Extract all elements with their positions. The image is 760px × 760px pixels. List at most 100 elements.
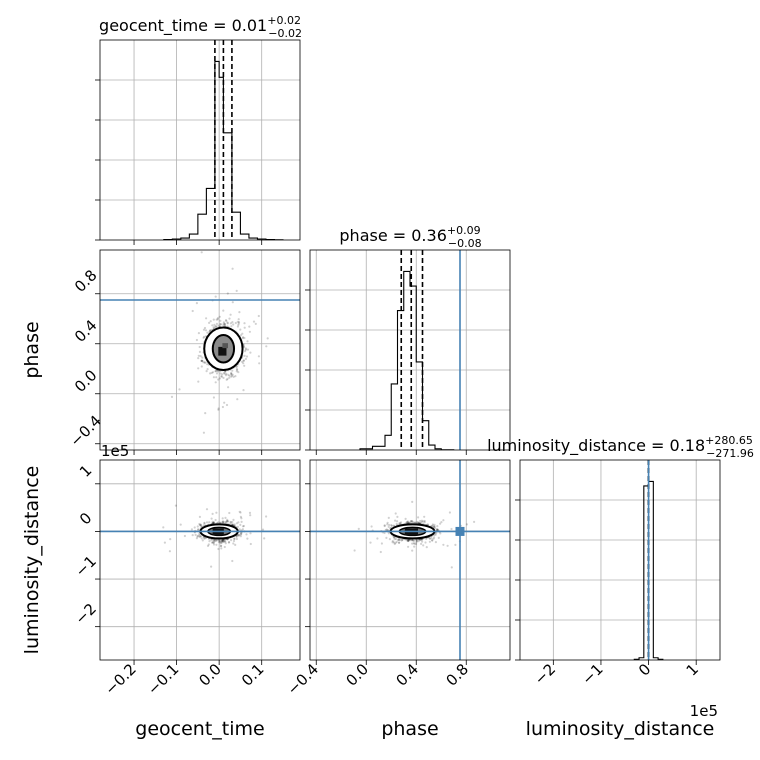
sample-point — [439, 522, 442, 525]
sample-point — [174, 504, 177, 507]
sample-point — [465, 523, 468, 526]
sample-point — [391, 540, 394, 543]
sample-point — [169, 538, 172, 541]
sample-point — [473, 520, 476, 524]
sample-point — [217, 521, 220, 524]
sample-point — [240, 532, 243, 535]
y-tick-label-luminosity_distance: 0 — [76, 509, 95, 528]
sample-point — [409, 520, 412, 523]
sample-point — [230, 539, 233, 542]
sample-point — [198, 523, 201, 527]
sample-point — [222, 321, 225, 324]
title-main-phase: phase = 0.36 — [339, 226, 446, 245]
sample-point — [212, 541, 215, 544]
title-lower-phase: −0.08 — [448, 237, 482, 250]
sample-point — [234, 321, 237, 325]
y-tick-label-phase: 0.0 — [71, 366, 101, 396]
sample-point — [257, 355, 260, 358]
sample-point — [231, 559, 234, 563]
sample-point — [226, 377, 229, 380]
sample-point — [237, 318, 240, 321]
sample-point — [207, 543, 210, 546]
sample-point — [353, 549, 356, 552]
sample-point — [236, 525, 239, 529]
sample-point — [197, 354, 200, 357]
sample-point — [197, 380, 200, 383]
title-upper-phase: +0.09 — [447, 224, 481, 237]
sample-point — [436, 525, 439, 528]
sample-point — [197, 528, 200, 531]
sample-point — [417, 522, 420, 525]
sample-point — [398, 541, 401, 544]
sample-point — [235, 535, 238, 538]
sample-point — [428, 537, 432, 541]
histogram-phase — [359, 270, 455, 450]
sample-point — [411, 520, 414, 524]
sample-point — [222, 376, 225, 379]
sample-point — [198, 345, 201, 349]
sample-point — [197, 332, 200, 335]
sample-point — [199, 524, 202, 527]
density-core — [218, 346, 227, 356]
sample-point — [432, 537, 435, 540]
sample-point — [405, 539, 408, 542]
sample-point — [216, 318, 219, 321]
sample-point — [263, 537, 266, 540]
x-offset-text-luminosity_distance: 1e5 — [690, 702, 718, 720]
sample-point — [220, 539, 223, 542]
sample-point — [437, 536, 440, 540]
panel-luminosity_distance-hist: luminosity_distance = 0.18+280.65−271.96 — [487, 434, 754, 665]
sample-point — [265, 345, 268, 348]
sample-point — [398, 522, 401, 525]
sample-point — [201, 356, 204, 359]
sample-point — [241, 528, 244, 531]
sample-point — [241, 525, 245, 528]
sample-point — [205, 521, 209, 524]
sample-point — [387, 532, 390, 535]
sample-point — [230, 375, 233, 378]
sample-point — [201, 539, 204, 542]
sample-point — [214, 381, 217, 384]
sample-point — [408, 521, 411, 524]
sample-point — [442, 543, 445, 546]
sample-point — [213, 326, 216, 329]
sample-point — [197, 357, 200, 360]
sample-point — [214, 370, 217, 373]
sample-point — [214, 370, 217, 373]
sample-point — [412, 542, 415, 545]
sample-point — [203, 361, 206, 364]
sample-point — [228, 511, 231, 515]
sample-point — [209, 372, 212, 375]
sample-point — [387, 525, 390, 529]
sample-point — [178, 388, 181, 391]
sample-point — [217, 407, 220, 410]
sample-point — [266, 337, 269, 340]
sample-point — [208, 321, 211, 324]
sample-point — [215, 543, 218, 546]
sample-point — [401, 538, 404, 541]
sample-point — [226, 321, 229, 324]
sample-point — [450, 527, 453, 531]
sample-point — [379, 550, 382, 554]
sample-point — [242, 359, 245, 362]
sample-point — [406, 539, 409, 543]
sample-point — [412, 521, 415, 524]
sample-point — [220, 375, 223, 378]
sample-point — [261, 528, 265, 531]
x-axis-label-phase: phase — [381, 718, 438, 740]
sample-point — [232, 375, 235, 378]
sample-point — [191, 534, 194, 537]
sample-point — [202, 431, 205, 434]
sample-point — [425, 537, 428, 541]
sample-point — [236, 368, 239, 372]
sample-point — [212, 543, 216, 546]
sample-point — [397, 538, 400, 541]
sample-point — [195, 302, 198, 305]
sample-point — [405, 521, 408, 525]
sample-point — [243, 336, 246, 340]
y-axis-label-luminosity_distance: luminosity_distance — [21, 466, 43, 655]
sample-point — [225, 403, 229, 407]
sample-point — [203, 522, 206, 525]
sample-point — [200, 359, 203, 362]
sample-point — [227, 373, 230, 376]
